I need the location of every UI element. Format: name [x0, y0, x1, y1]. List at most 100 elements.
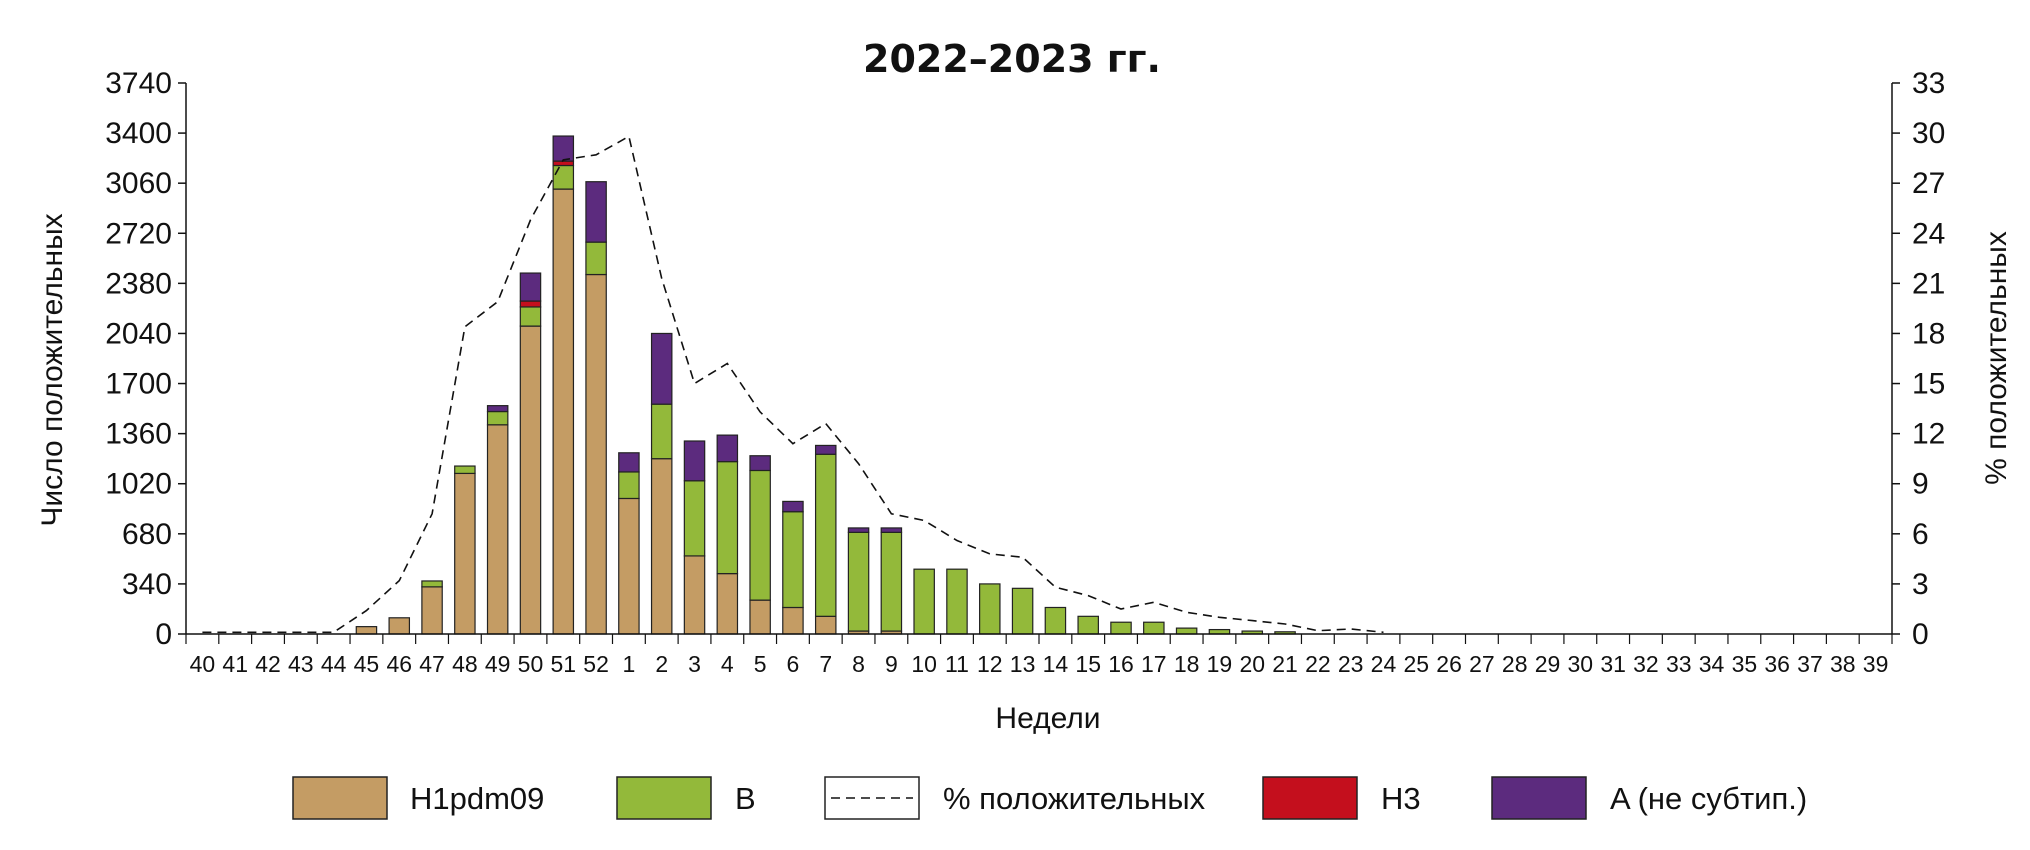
bar-a-49	[486, 405, 509, 413]
x-tick-label: 9	[885, 651, 898, 677]
percent-line	[202, 135, 1384, 634]
bar-b-1	[618, 471, 640, 500]
y-tick-label: 3060	[105, 167, 172, 200]
x-tick-label: 23	[1338, 651, 1364, 677]
bar-a-3	[683, 440, 706, 482]
y2-tick-label: 21	[1912, 267, 1945, 300]
x-tick-label: 32	[1633, 651, 1659, 677]
bar-h1pdm09-52	[585, 273, 607, 635]
x-tick-label: 36	[1764, 651, 1790, 677]
y-tick-label: 0	[155, 618, 172, 651]
bar-b-5	[749, 469, 771, 601]
bar-b-13	[1011, 587, 1034, 635]
x-axis: 40 41 42 43 44 45 46 47 48 49 50 51 52 1 2 3 4 5 6 7 8 9 10 11 1…	[185, 634, 1893, 677]
y-tick-label: 3400	[105, 117, 172, 150]
x-tick-label: 47	[419, 651, 445, 677]
bar-h1pdm09-3	[683, 555, 706, 635]
x-tick-label: 4	[721, 651, 734, 677]
x-tick-label: 27	[1469, 651, 1495, 677]
bar-h1pdm09-49	[486, 424, 509, 635]
bar-b-48	[454, 465, 476, 475]
legend-swatch	[1491, 776, 1587, 820]
x-tick-label: 7	[819, 651, 832, 677]
bar-a-6	[782, 500, 804, 513]
y-tick-label: 2720	[105, 217, 172, 250]
x-tick-label: 20	[1239, 651, 1265, 677]
y-axis-right: 0 3 6 9 12 15 18 21 24 27 30 33	[1892, 67, 1945, 651]
x-tick-label: 14	[1043, 651, 1069, 677]
x-tick-label: 22	[1305, 651, 1331, 677]
bar-h1pdm09-46	[388, 617, 411, 635]
bar-h1pdm09-6	[782, 606, 804, 635]
x-tick-label: 51	[550, 651, 576, 677]
legend-label: B	[735, 781, 756, 816]
y2-tick-label: 33	[1912, 67, 1945, 100]
y2-tick-label: 0	[1912, 618, 1929, 651]
x-tick-label: 25	[1403, 651, 1429, 677]
y2-tick-label: 18	[1912, 317, 1945, 350]
chart-title: 2022–2023 гг.	[863, 37, 1161, 81]
bar-b-14	[1044, 606, 1067, 635]
bar-h1pdm09-51	[552, 188, 575, 635]
x-tick-label: 8	[852, 651, 865, 677]
x-tick-label: 40	[190, 651, 216, 677]
bar-b-11	[946, 568, 968, 635]
y-tick-label: 680	[122, 518, 172, 551]
y-axis-left: 0 340 680 1020 1360 1700 2040 2380 2720 3060 3400 3…	[105, 67, 186, 651]
x-tick-label: 21	[1272, 651, 1298, 677]
x-tick-label: 33	[1666, 651, 1692, 677]
y-tick-label: 1360	[105, 418, 172, 451]
x-tick-label: 17	[1141, 651, 1167, 677]
y2-tick-label: 24	[1912, 217, 1945, 250]
bar-h1pdm09-7	[814, 615, 837, 635]
bar-h1pdm09-50	[519, 325, 542, 635]
x-tick-label: 48	[452, 651, 478, 677]
x-tick-label: 29	[1535, 651, 1561, 677]
bar-h1pdm09-45	[355, 626, 378, 635]
bar-a-1	[618, 452, 640, 473]
x-tick-label: 39	[1863, 651, 1889, 677]
y2-tick-label: 12	[1912, 418, 1945, 451]
bar-b-7	[814, 453, 837, 617]
bar-b-4	[716, 461, 739, 575]
x-tick-label: 41	[222, 651, 248, 677]
bar-b-49	[486, 410, 509, 426]
x-tick-label: 44	[321, 651, 347, 677]
bar-b-12	[979, 583, 1001, 635]
y2-axis-label: % положительных	[1980, 231, 2013, 485]
legend-label: H3	[1381, 781, 1421, 816]
x-tick-label: 31	[1600, 651, 1626, 677]
bar-b-8	[847, 531, 870, 632]
bar-b-52	[585, 241, 607, 276]
x-tick-label: 38	[1830, 651, 1856, 677]
x-tick-label: 15	[1075, 651, 1101, 677]
x-tick-label: 24	[1371, 651, 1397, 677]
x-tick-label: 13	[1010, 651, 1036, 677]
x-tick-label: 46	[386, 651, 412, 677]
bar-a-4	[716, 434, 739, 463]
legend-swatch	[1262, 776, 1358, 820]
x-tick-label: 2	[655, 651, 668, 677]
bar-h1pdm09-48	[454, 472, 476, 635]
x-tick-label: 16	[1108, 651, 1134, 677]
percent-positive-line	[202, 135, 1384, 634]
x-tick-label: 49	[485, 651, 511, 677]
x-tick-label: 52	[583, 651, 609, 677]
y2-tick-label: 6	[1912, 518, 1929, 551]
bars	[355, 135, 1296, 635]
bar-b-16	[1110, 621, 1132, 635]
x-tick-label: 34	[1699, 651, 1725, 677]
y-tick-label: 2380	[105, 267, 172, 300]
bar-h3-50	[519, 300, 542, 308]
bar-a-51	[552, 135, 575, 162]
bar-b-6	[782, 511, 804, 609]
x-tick-label: 26	[1436, 651, 1462, 677]
y2-tick-label: 15	[1912, 368, 1945, 401]
x-tick-label: 50	[518, 651, 544, 677]
x-tick-label: 18	[1174, 651, 1200, 677]
y2-tick-label: 27	[1912, 167, 1945, 200]
x-tick-label: 11	[945, 651, 969, 677]
bar-h1pdm09-5	[749, 599, 771, 635]
y2-tick-label: 3	[1912, 568, 1929, 601]
